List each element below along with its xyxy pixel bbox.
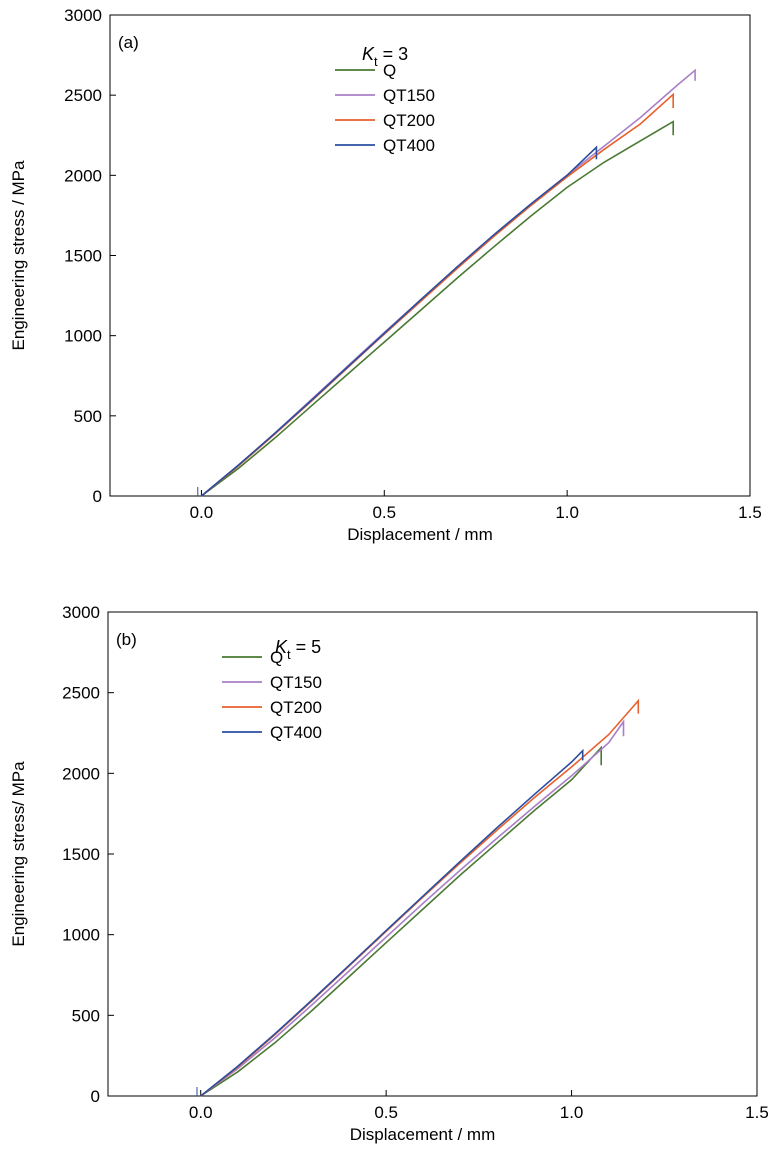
x-tick-label: 0.0 bbox=[189, 1103, 213, 1122]
kt-annotation: Kt = 5 bbox=[275, 637, 321, 662]
kt-symbol: K bbox=[362, 44, 375, 64]
series-line-qt150 bbox=[200, 719, 625, 1097]
y-tick-label: 2000 bbox=[64, 166, 102, 185]
y-tick-label: 1000 bbox=[62, 926, 100, 945]
kt-value: = 5 bbox=[291, 637, 322, 657]
legend-label-q: Q bbox=[270, 648, 283, 667]
y-tick-label: 3000 bbox=[62, 603, 100, 622]
kt-symbol: K bbox=[275, 637, 288, 657]
y-axis-label: Engineering stress / MPa bbox=[9, 160, 28, 350]
y-axis-label: Engineering stress/ MPa bbox=[9, 761, 28, 947]
panel-b: 0.0 0.5 1.0 1.5 0 500 1000 1500 2000 2500 3000 Disp… bbox=[9, 603, 768, 1144]
x-tick-label: 0.5 bbox=[372, 503, 396, 522]
x-tick-label: 1.0 bbox=[555, 503, 579, 522]
y-tick-label: 500 bbox=[72, 1006, 100, 1025]
y-tick-label: 2000 bbox=[62, 764, 100, 783]
y-tick-label: 2500 bbox=[62, 684, 100, 703]
legend-label-qt150: QT150 bbox=[270, 673, 322, 692]
legend-label-qt400: QT400 bbox=[270, 723, 322, 742]
y-tick-label: 3000 bbox=[64, 6, 102, 25]
y-tick-label: 500 bbox=[74, 407, 102, 426]
legend-label-qt200: QT200 bbox=[270, 698, 322, 717]
x-tick-label: 1.0 bbox=[560, 1103, 584, 1122]
series-line-q bbox=[200, 745, 602, 1097]
legend-label-q: Q bbox=[383, 61, 396, 80]
series-line-q bbox=[200, 120, 674, 497]
y-tick-label: 0 bbox=[93, 487, 102, 506]
x-tick-label: 1.5 bbox=[738, 503, 762, 522]
kt-subscript: t bbox=[287, 647, 291, 662]
panel-a: 0.0 0.5 1.0 1.5 0 500 1000 1500 2000 2500 3000 Disp… bbox=[9, 6, 762, 544]
kt-annotation: Kt = 3 bbox=[362, 44, 408, 69]
x-axis-label: Displacement / mm bbox=[350, 1125, 495, 1144]
x-axis-label: Displacement / mm bbox=[347, 525, 492, 544]
legend-label-qt200: QT200 bbox=[383, 111, 435, 130]
kt-value: = 3 bbox=[378, 44, 409, 64]
series-line-qt400 bbox=[200, 748, 584, 1097]
panel-label: (b) bbox=[116, 630, 137, 649]
x-tick-label: 1.5 bbox=[745, 1103, 768, 1122]
series-line-qt400 bbox=[200, 145, 598, 497]
legend-label-qt400: QT400 bbox=[383, 136, 435, 155]
kt-subscript: t bbox=[374, 54, 378, 69]
panel-label: (a) bbox=[118, 33, 139, 52]
y-tick-label: 0 bbox=[91, 1087, 100, 1106]
legend-label-qt150: QT150 bbox=[383, 86, 435, 105]
x-tick-label: 0.5 bbox=[374, 1103, 398, 1122]
x-tick-label: 0.0 bbox=[190, 503, 214, 522]
plot-frame bbox=[107, 611, 758, 1097]
y-tick-label: 2500 bbox=[64, 86, 102, 105]
y-tick-label: 1500 bbox=[62, 845, 100, 864]
y-tick-label: 1500 bbox=[64, 247, 102, 266]
y-tick-label: 1000 bbox=[64, 327, 102, 346]
